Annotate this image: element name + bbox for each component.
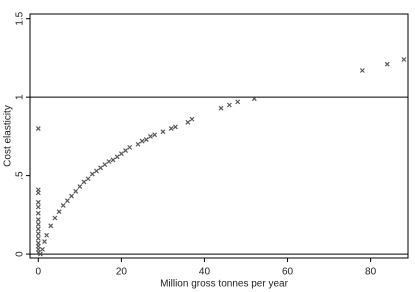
point bbox=[85, 176, 91, 182]
point bbox=[35, 190, 41, 196]
point bbox=[251, 96, 257, 102]
point bbox=[60, 203, 66, 208]
point bbox=[226, 102, 232, 108]
point bbox=[235, 99, 241, 105]
x-tick-label: 60 bbox=[282, 267, 294, 278]
point bbox=[143, 137, 149, 142]
point bbox=[102, 162, 108, 168]
point bbox=[148, 133, 153, 139]
point bbox=[123, 148, 128, 153]
x-tick-label: 0 bbox=[36, 267, 42, 278]
point bbox=[98, 165, 104, 171]
point bbox=[81, 179, 87, 185]
point bbox=[35, 217, 41, 222]
point bbox=[35, 204, 41, 210]
point bbox=[37, 251, 43, 257]
point bbox=[189, 116, 195, 122]
point bbox=[35, 199, 41, 205]
point bbox=[35, 226, 41, 232]
point bbox=[168, 126, 174, 131]
y-tick-label: 0 bbox=[15, 251, 26, 257]
point bbox=[118, 151, 124, 157]
point bbox=[172, 124, 178, 130]
x-tick-label: 80 bbox=[365, 267, 377, 278]
y-axis-title: Cost elasticity bbox=[3, 105, 14, 167]
plot-frame bbox=[29, 13, 409, 259]
point bbox=[77, 184, 83, 190]
point bbox=[218, 105, 224, 111]
x-tick-label: 40 bbox=[199, 267, 211, 278]
point bbox=[64, 198, 70, 204]
point bbox=[89, 171, 95, 177]
point bbox=[56, 209, 62, 215]
point bbox=[73, 188, 79, 194]
point bbox=[94, 168, 99, 174]
point bbox=[152, 132, 158, 138]
point bbox=[160, 129, 166, 135]
y-tick-label: .5 bbox=[15, 171, 26, 180]
point bbox=[106, 159, 112, 164]
x-axis-title: Million gross tonnes per year bbox=[160, 279, 289, 290]
point bbox=[401, 57, 407, 62]
point bbox=[185, 119, 191, 125]
point bbox=[52, 215, 58, 221]
point bbox=[35, 231, 41, 237]
y-tick-label: 1 bbox=[15, 94, 26, 100]
point bbox=[69, 193, 74, 199]
point bbox=[110, 157, 116, 163]
point bbox=[35, 221, 41, 227]
point bbox=[114, 154, 120, 160]
point bbox=[44, 232, 50, 238]
y-tick-label: 1.5 bbox=[15, 11, 26, 25]
point bbox=[135, 141, 141, 147]
point bbox=[48, 223, 54, 229]
point bbox=[35, 210, 41, 216]
point bbox=[384, 61, 390, 67]
point bbox=[35, 235, 41, 241]
point bbox=[139, 138, 145, 144]
point bbox=[359, 68, 365, 73]
point bbox=[42, 239, 47, 244]
point bbox=[35, 126, 41, 131]
x-tick-label: 20 bbox=[116, 267, 128, 278]
point bbox=[127, 144, 133, 150]
point bbox=[40, 246, 45, 252]
